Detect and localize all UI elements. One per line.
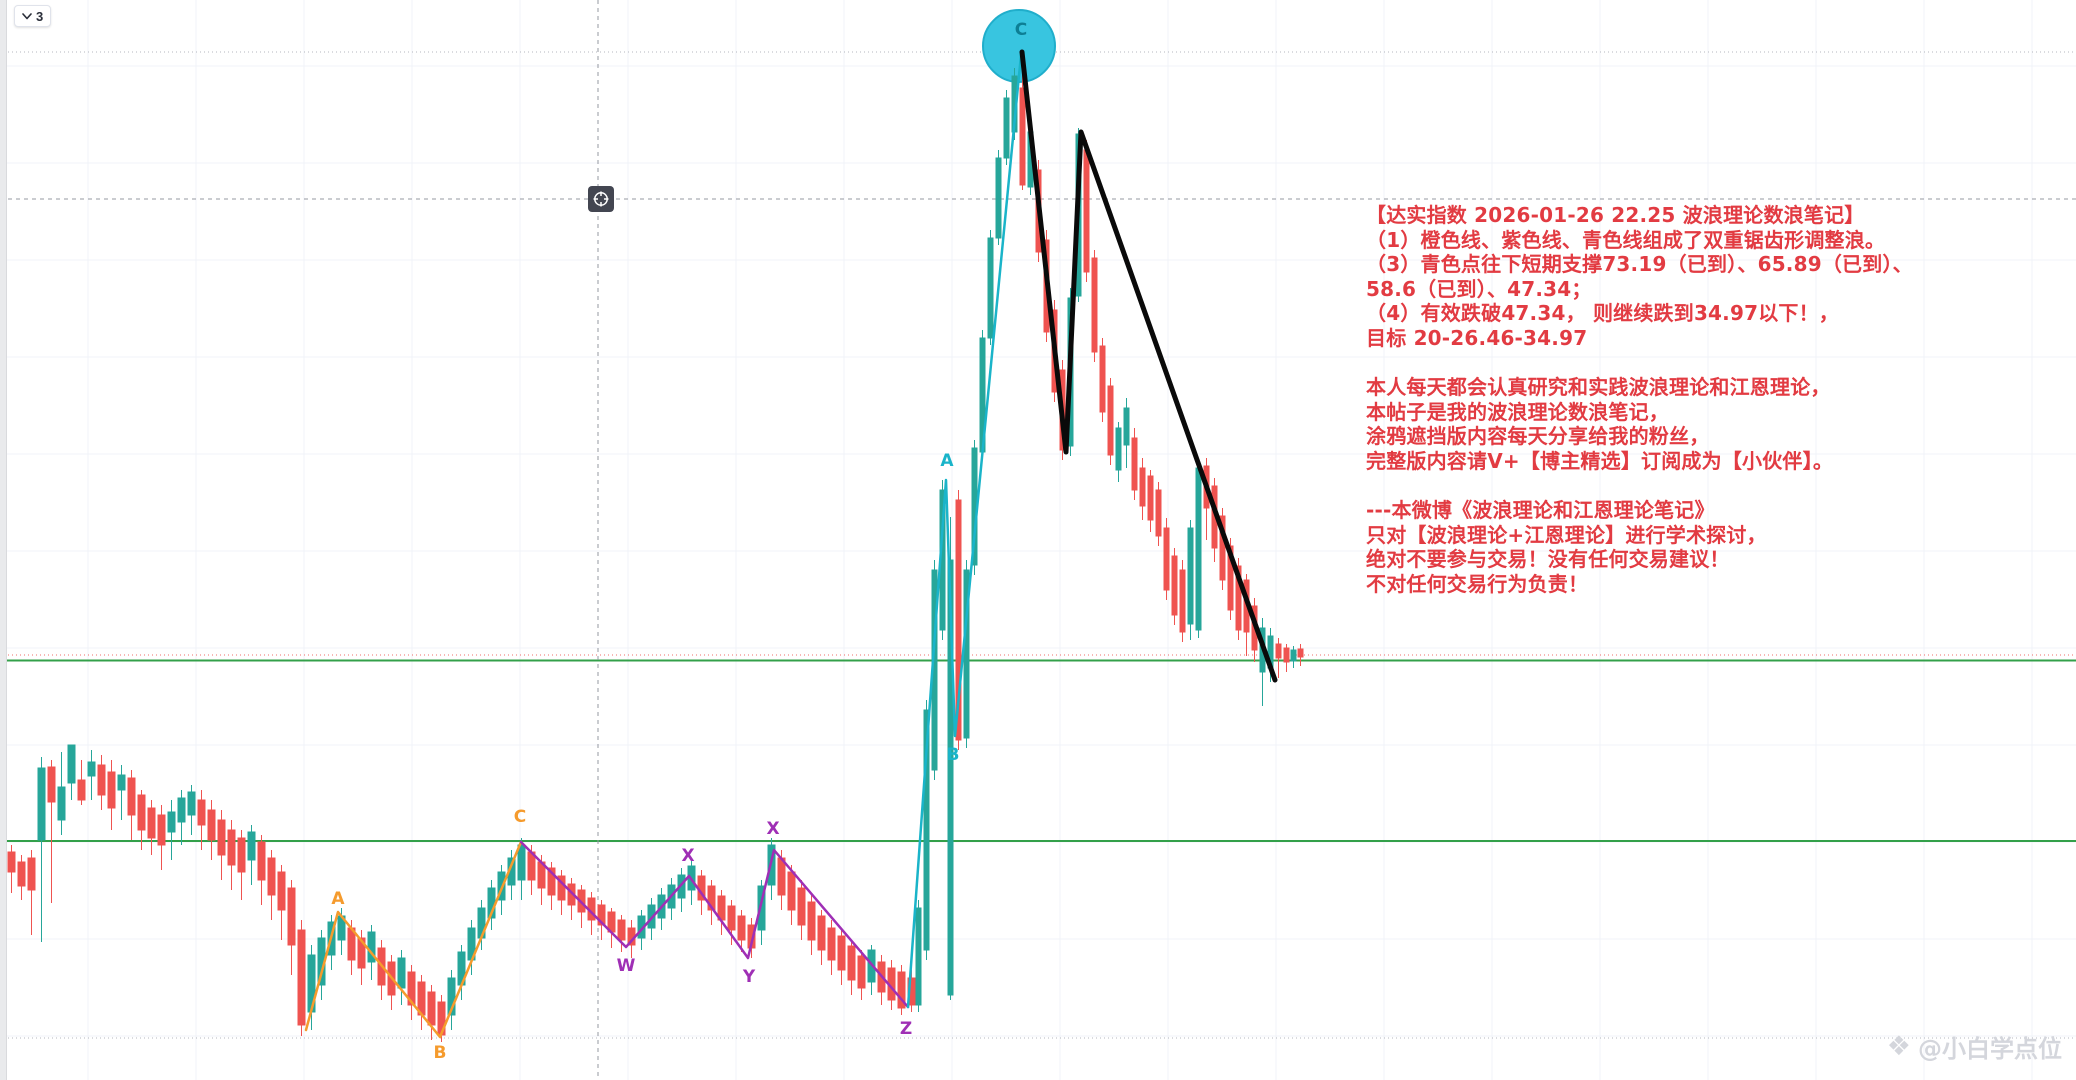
interval-button-label: 3 [36,8,44,24]
note-line: 不对任何交易行为负责！ [1366,571,1589,596]
wave-label-orange-B[interactable]: B [434,1043,447,1063]
crosshair-target-button[interactable] [588,186,614,212]
wave-line-purple[interactable] [519,840,910,1009]
watermark-handle: @小白学点位 [1918,1035,2062,1063]
note-line: 涂鸦遮挡版内容每天分享给我的粉丝， [1366,424,1710,449]
watermark-logo-icon: ❖ [1886,1031,1911,1062]
left-edge-strip [0,0,7,1080]
wave-label-cyan-B[interactable]: B [947,745,960,765]
wave-label-purple-Y[interactable]: Y [742,967,756,987]
note-line: 本帖子是我的波浪理论数浪笔记， [1366,399,1669,424]
note-line: 目标 20-26.46-34.97 [1366,325,1588,350]
note-line: （3）青色点往下短期支撑73.19（已到）、65.89（已到）、 [1366,252,1913,277]
wave-label-purple-X[interactable]: X [766,819,779,839]
wave-label-orange-C[interactable]: C [514,807,526,827]
wave-label-purple-Z[interactable]: Z [900,1019,912,1039]
note-line [1366,351,1932,376]
note-line: 58.6（已到）、47.34； [1366,276,1592,301]
target-icon [593,191,609,207]
note-line: （4）有效跌破47.34， 则继续跌到34.97以下！， [1366,301,1840,326]
note-line: （1）橙色线、紫色线、青色线组成了双重锯齿形调整浪。 [1366,227,1886,252]
wave-line-orange[interactable] [304,840,523,1039]
wave-line-cyan[interactable] [906,53,1023,1009]
note-line: 本人每天都会认真研究和实践波浪理论和江恩理论， [1366,375,1831,400]
note-line: ---本微博《波浪理论和江恩理论笔记》 [1366,498,1715,523]
wave-label-purple-X[interactable]: X [681,846,694,866]
note-line: 【达实指数 2026-01-26 22.25 波浪理论数浪笔记】 [1366,203,1865,227]
c-point-circle-label: C [1015,20,1027,40]
wave-label-cyan-A[interactable]: A [940,451,954,471]
watermark: ❖ @小白学点位 [1887,1029,2062,1064]
wave-label-purple-W[interactable]: W [617,956,636,976]
note-line: 完整版内容请V+【博主精选】订阅成为【小伙伴】。 [1366,448,1834,473]
note-line [1366,474,1932,499]
interval-button[interactable]: 3 [14,5,52,27]
wave-label-orange-A[interactable]: A [331,889,345,909]
note-line: 只对【波浪理论+江恩理论】进行学术探讨， [1366,522,1767,547]
wave-line-black[interactable] [1019,49,1278,683]
note-line: 绝对不要参与交易！没有任何交易建议！ [1366,547,1730,572]
chevron-down-icon [22,12,32,19]
wave-notes-text[interactable]: 【达实指数 2026-01-26 22.25 波浪理论数浪笔记】 （1）橙色线、… [1366,203,1932,597]
